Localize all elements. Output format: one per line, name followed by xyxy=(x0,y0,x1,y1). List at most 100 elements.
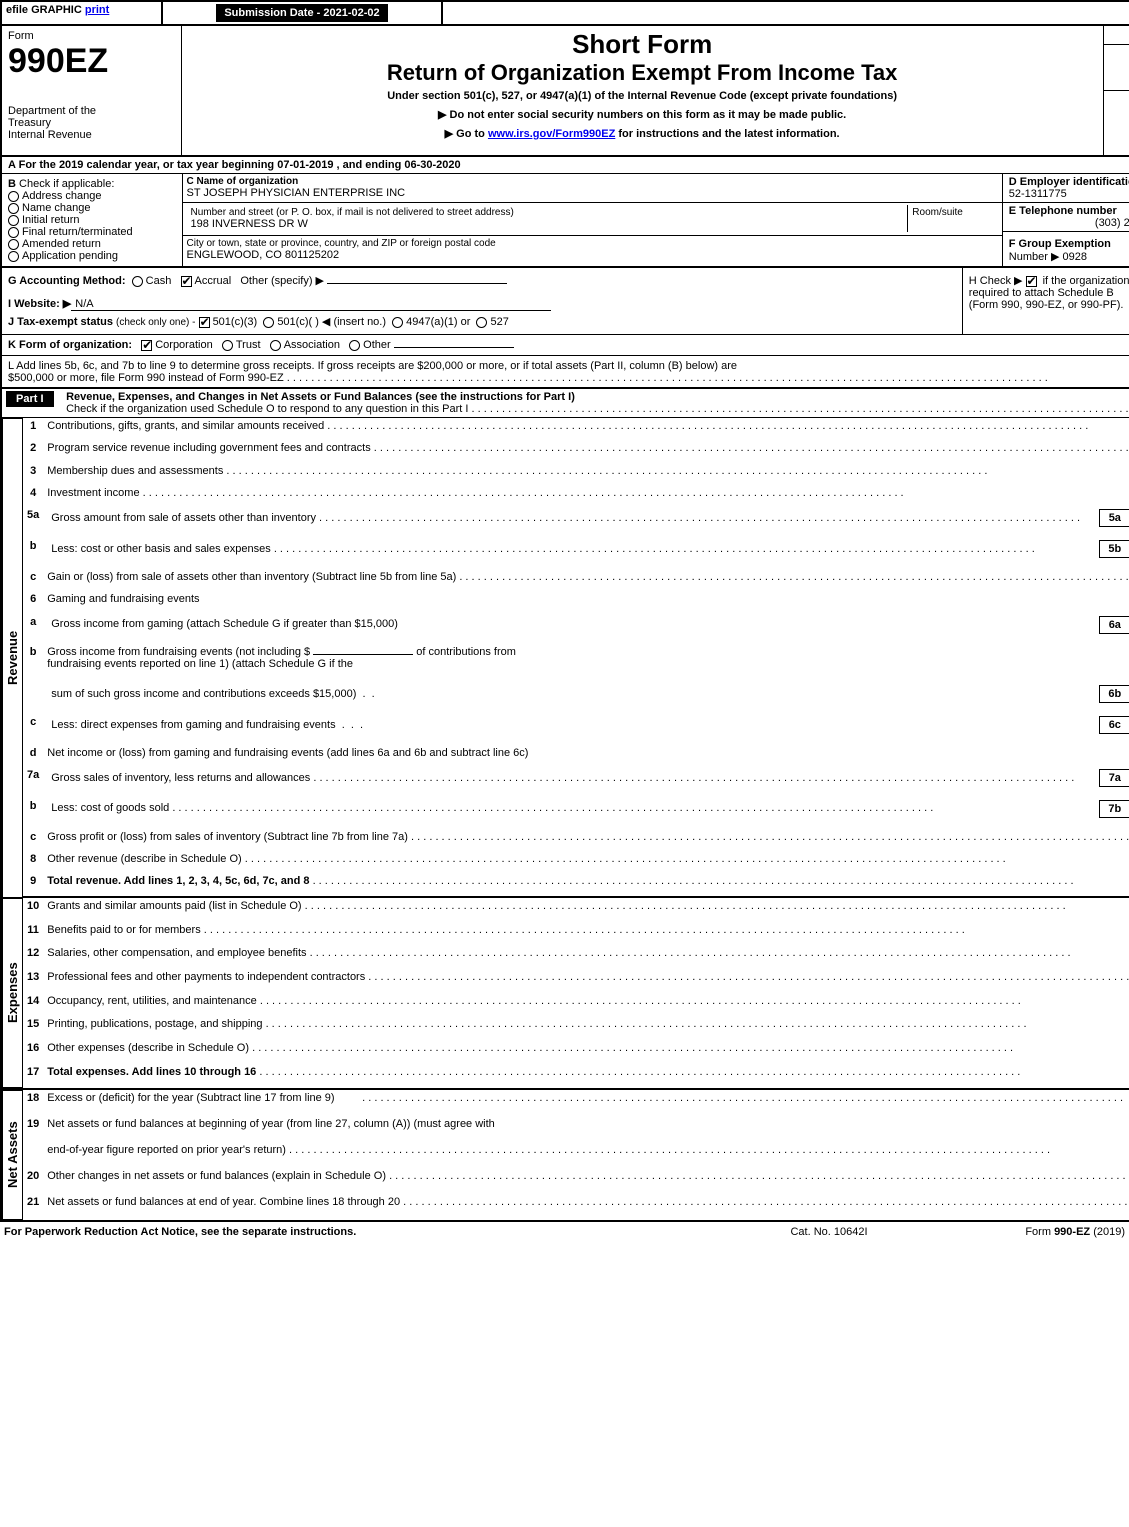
other-method-input[interactable] xyxy=(327,283,507,284)
f-label2: Number ▶ xyxy=(1009,251,1060,263)
line-17-text: Total expenses. Add lines 10 through 16 xyxy=(47,1066,256,1078)
other-org-label: Other xyxy=(363,339,391,351)
4947-label: 4947(a)(1) or xyxy=(406,316,470,328)
other-org-radio[interactable] xyxy=(349,340,360,351)
irs-link[interactable]: www.irs.gov/Form990EZ xyxy=(488,128,615,140)
cash-label: Cash xyxy=(146,275,172,287)
h-check[interactable] xyxy=(1026,276,1037,287)
goto-pre: ▶ Go to xyxy=(445,128,488,140)
street-value: 198 INVERNESS DR W xyxy=(191,218,904,230)
501c3-label: 501(c)(3) xyxy=(213,316,258,328)
title-short: Short Form xyxy=(188,29,1097,60)
g-label: G Accounting Method: xyxy=(8,275,126,287)
tax-year-span: For the 2019 calendar year, or tax year … xyxy=(19,159,461,171)
org-name: ST JOSEPH PHYSICIAN ENTERPRISE INC xyxy=(187,187,998,199)
initial-return-label: Initial return xyxy=(22,214,79,226)
6b-contrib-input[interactable] xyxy=(313,654,413,655)
line-4-text: Investment income xyxy=(47,487,139,499)
final-return-radio[interactable] xyxy=(8,227,19,238)
line-6b4-text: sum of such gross income and contributio… xyxy=(51,688,356,700)
part1-label: Part I xyxy=(6,391,54,407)
line-8-text: Other revenue (describe in Schedule O) xyxy=(47,853,241,865)
other-org-input[interactable] xyxy=(394,347,514,348)
amended-return-radio[interactable] xyxy=(8,239,19,250)
initial-return-radio[interactable] xyxy=(8,215,19,226)
b-label: Check if applicable: xyxy=(19,178,114,190)
name-change-radio[interactable] xyxy=(8,203,19,214)
line-10-text: Grants and similar amounts paid (list in… xyxy=(47,900,301,912)
website-value: N/A xyxy=(71,298,551,311)
527-label: 527 xyxy=(490,316,508,328)
footer-right-post: (2019) xyxy=(1090,1226,1125,1238)
room-suite-label: Room/suite xyxy=(908,205,998,232)
addr-change-label: Address change xyxy=(22,190,102,202)
j-label: J Tax-exempt status xyxy=(8,316,113,328)
footer-form: 990-EZ xyxy=(1054,1226,1090,1238)
revenue-side-label: Revenue xyxy=(2,418,23,898)
form-word: Form xyxy=(8,30,175,42)
line-6-text: Gaming and fundraising events xyxy=(43,591,1129,613)
footer-cat: Cat. No. 10642I xyxy=(729,1224,929,1240)
line-20-text: Other changes in net assets or fund bala… xyxy=(47,1170,386,1182)
city-label: City or town, state or province, country… xyxy=(187,238,998,249)
app-pending-radio[interactable] xyxy=(8,251,19,262)
k-label: K Form of organization: xyxy=(8,339,132,351)
527-radio[interactable] xyxy=(476,317,487,328)
part1-checkline: Check if the organization used Schedule … xyxy=(66,403,468,415)
final-return-label: Final return/terminated xyxy=(22,226,133,238)
title-main: Return of Organization Exempt From Incom… xyxy=(188,60,1097,86)
tax-year: 2019 xyxy=(1104,45,1129,91)
e-label: E Telephone number xyxy=(1009,205,1129,217)
501c-label: 501(c)( ) ◀ (insert no.) xyxy=(277,316,386,328)
efile-label: efile GRAPHIC xyxy=(6,4,82,16)
line-6c-text: Less: direct expenses from gaming and fu… xyxy=(51,719,335,731)
line-6b1-text: Gross income from fundraising events (no… xyxy=(47,646,310,658)
subtitle: Under section 501(c), 527, or 4947(a)(1)… xyxy=(188,90,1097,102)
print-link[interactable]: print xyxy=(85,4,109,16)
501c-radio[interactable] xyxy=(263,317,274,328)
trust-label: Trust xyxy=(236,339,261,351)
dept-line3: Internal Revenue xyxy=(8,129,175,141)
line-12-text: Salaries, other compensation, and employ… xyxy=(47,947,306,959)
j-hint: (check only one) - xyxy=(116,317,195,328)
line-19b-text: end-of-year figure reported on prior yea… xyxy=(47,1144,286,1156)
addr-change-radio[interactable] xyxy=(8,191,19,202)
501c3-check[interactable] xyxy=(199,317,210,328)
line-13-text: Professional fees and other payments to … xyxy=(47,971,365,983)
form-number: 990EZ xyxy=(8,42,175,81)
line-1-text: Contributions, gifts, grants, and simila… xyxy=(47,420,324,432)
line-6b2-text: of contributions from xyxy=(416,646,516,658)
h-line3: (Form 990, 990-EZ, or 990-PF). xyxy=(969,299,1124,311)
line-18-text: Excess or (deficit) for the year (Subtra… xyxy=(47,1092,334,1104)
ssn-warning: ▶ Do not enter social security numbers o… xyxy=(188,108,1097,121)
line-5b-text: Less: cost or other basis and sales expe… xyxy=(51,543,271,555)
4947-radio[interactable] xyxy=(392,317,403,328)
l-text2: $500,000 or more, file Form 990 instead … xyxy=(8,372,284,384)
phone-value: (303) 298-9100 xyxy=(1009,217,1129,229)
footer-right-pre: Form xyxy=(1025,1226,1054,1238)
group-exemption: 0928 xyxy=(1062,251,1086,263)
line-9-text: Total revenue. Add lines 1, 2, 3, 4, 5c,… xyxy=(47,875,309,887)
netassets-side-label: Net Assets xyxy=(2,1090,23,1220)
other-method-label: Other (specify) ▶ xyxy=(240,275,324,287)
corp-label: Corporation xyxy=(155,339,212,351)
accrual-check[interactable] xyxy=(181,276,192,287)
line-7b-text: Less: cost of goods sold xyxy=(51,802,169,814)
name-change-label: Name change xyxy=(22,202,91,214)
h-pre: H Check ▶ xyxy=(969,275,1026,287)
dept-line1: Department of the xyxy=(8,105,175,117)
dln-label: DLN: 93492033005261 xyxy=(1042,2,1129,24)
assoc-radio[interactable] xyxy=(270,340,281,351)
part1-title: Revenue, Expenses, and Changes in Net As… xyxy=(66,391,575,403)
footer-left: For Paperwork Reduction Act Notice, see … xyxy=(0,1224,729,1240)
goto-post: for instructions and the latest informat… xyxy=(615,128,839,140)
line-7c-text: Gross profit or (loss) from sales of inv… xyxy=(47,831,408,843)
c-name-label: C Name of organization xyxy=(187,176,998,187)
line-5c-text: Gain or (loss) from sale of assets other… xyxy=(47,571,456,583)
corp-check[interactable] xyxy=(141,340,152,351)
cash-radio[interactable] xyxy=(132,276,143,287)
trust-radio[interactable] xyxy=(222,340,233,351)
f-label: F Group Exemption xyxy=(1009,238,1111,250)
line-1-num: 1 xyxy=(23,418,43,440)
line-16-text: Other expenses (describe in Schedule O) xyxy=(47,1042,249,1054)
